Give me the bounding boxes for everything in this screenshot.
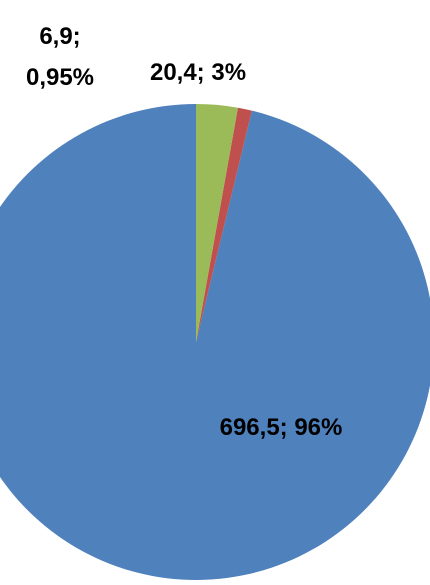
pie-slice-label: 6,9; 0,95%: [26, 23, 94, 91]
pie-slices: [0, 104, 430, 580]
pie-slice: [196, 104, 238, 342]
pie-slice-label-line: 0,95%: [26, 64, 94, 91]
pie-slice-label-line: 6,9;: [39, 23, 80, 50]
pie-slice-label-line: 696,5; 96%: [220, 414, 343, 441]
pie-slice: [196, 107, 252, 342]
pie-slice: [0, 104, 430, 580]
pie-slice-label: 20,4; 3%: [150, 59, 246, 86]
pie-labels: 696,5; 96% 6,9; 0,95% 20,4; 3%: [26, 23, 342, 441]
pie-slice-label: 696,5; 96%: [220, 414, 343, 441]
pie-slice-label-line: 20,4; 3%: [150, 59, 246, 86]
